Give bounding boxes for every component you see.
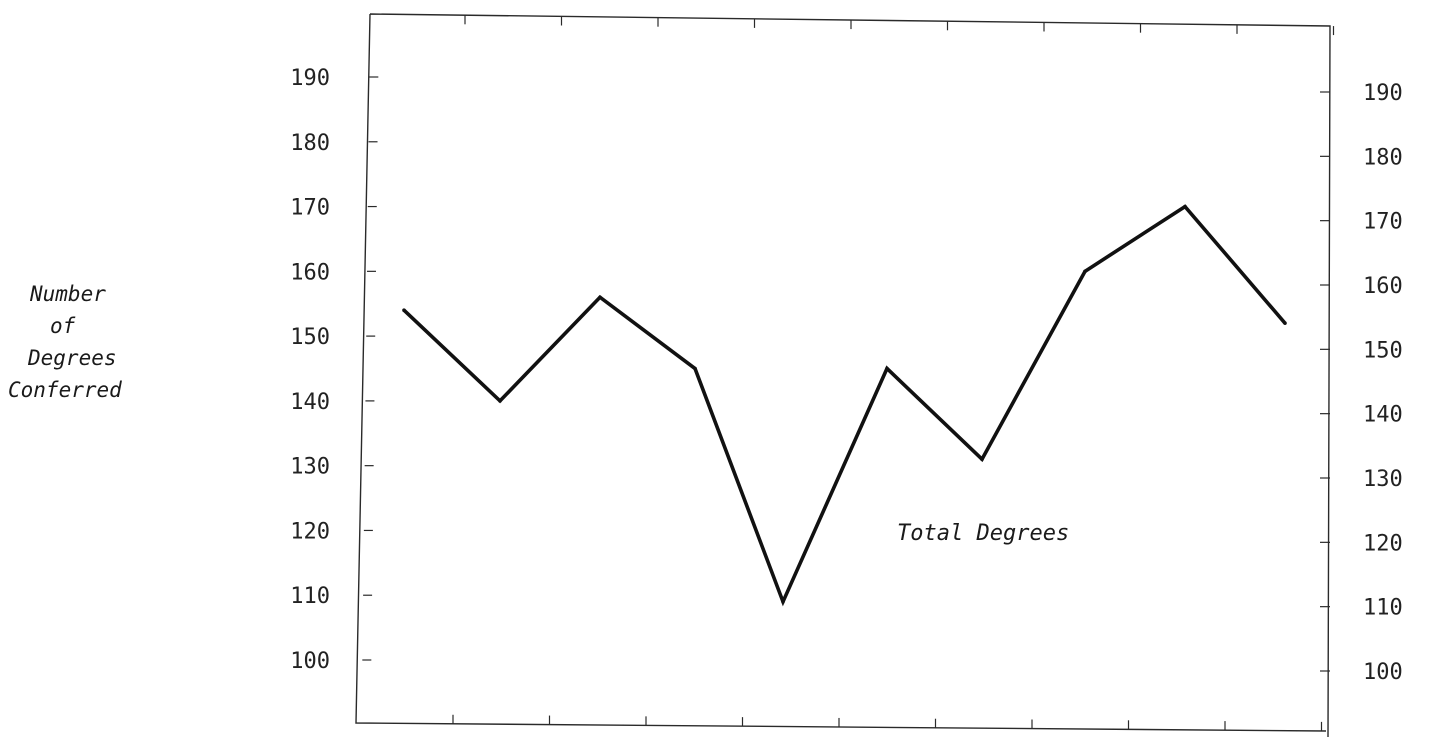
data-point: [1283, 321, 1287, 325]
data-point: [1083, 269, 1087, 274]
chart-frame: [355, 13, 1331, 737]
right-axis-tick-label: 140: [1363, 403, 1403, 428]
data-point: [1183, 204, 1187, 209]
data-point: [693, 366, 697, 371]
right-y-axis: 190 180 170 160 150 140 130 120 110 100: [1320, 81, 1403, 685]
data-point: [980, 457, 984, 461]
left-axis-tick-label: 140: [290, 390, 330, 415]
right-axis-tick-label: 180: [1363, 145, 1403, 170]
right-axis-tick-label: 160: [1363, 274, 1403, 299]
right-axis-tick-label: 130: [1363, 467, 1403, 492]
data-point: [498, 399, 502, 403]
right-axis-tick-label: 120: [1363, 531, 1403, 556]
right-axis-tick-label: 190: [1363, 81, 1403, 106]
left-y-axis: 190 180 170 160 150 140 130 120 110 100: [290, 66, 379, 674]
left-axis-tick-label: 100: [290, 649, 330, 674]
data-point: [885, 366, 889, 371]
series-line: [402, 204, 1287, 607]
y-axis-label-line-1: Number: [30, 282, 106, 306]
data-point: [781, 599, 785, 604]
left-axis-tick-label: 160: [290, 260, 330, 285]
series-total-degrees: [402, 204, 1287, 607]
left-axis-tick-label: 180: [290, 131, 330, 156]
series-annotation: Total Degrees: [897, 521, 1069, 546]
top-x-ticks: [464, 15, 1335, 36]
left-axis-tick-label: 130: [290, 455, 330, 480]
left-axis-tick-label: 150: [290, 325, 330, 350]
data-point: [598, 295, 602, 300]
bottom-x-ticks: [452, 714, 1323, 731]
left-axis-tick-label: 110: [290, 584, 330, 609]
right-axis-tick-label: 150: [1363, 338, 1403, 363]
right-axis-tick-label: 170: [1363, 210, 1403, 235]
y-axis-label-line-3: Degrees: [28, 346, 117, 370]
data-point: [402, 308, 406, 313]
right-axis-tick-label: 100: [1363, 660, 1403, 685]
left-axis-tick-label: 170: [290, 196, 330, 221]
chart-frame-outline: [355, 13, 1331, 737]
left-axis-tick-label: 120: [290, 519, 330, 544]
y-axis-label: Number of Degrees Conferred: [0, 278, 175, 406]
y-axis-label-line-4: Conferred: [8, 378, 122, 402]
left-axis-tick-label: 190: [290, 66, 330, 91]
right-axis-tick-label: 110: [1363, 596, 1403, 621]
y-axis-label-line-2: of: [50, 314, 76, 338]
